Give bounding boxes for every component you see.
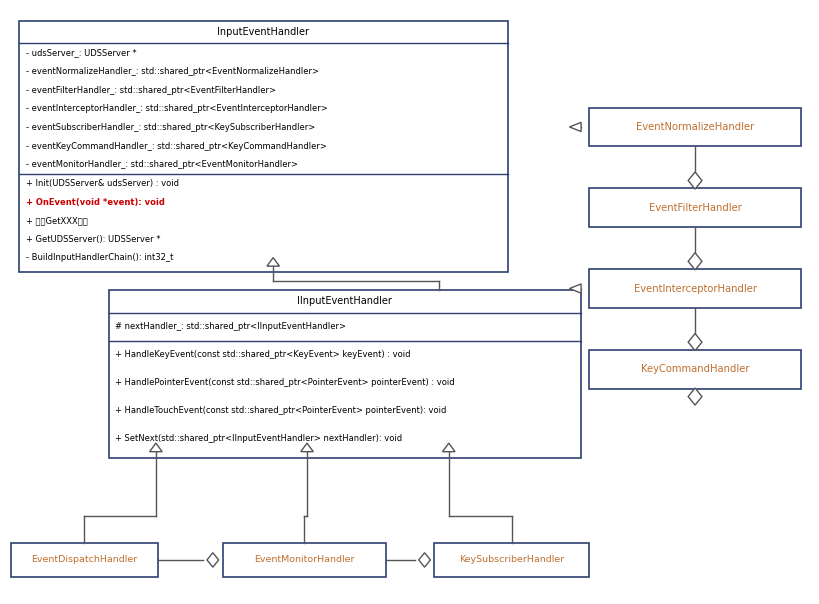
Text: + OnEvent(void *event): void: + OnEvent(void *event): void (25, 198, 165, 207)
Text: + HandlePointerEvent(const std::shared_ptr<PointerEvent> pointerEvent) : void: + HandlePointerEvent(const std::shared_p… (115, 378, 455, 387)
FancyBboxPatch shape (19, 21, 507, 272)
Text: KeyCommandHandler: KeyCommandHandler (640, 364, 749, 374)
FancyBboxPatch shape (109, 290, 581, 458)
Text: - BuildInputHandlerChain(): int32_t: - BuildInputHandlerChain(): int32_t (25, 254, 173, 263)
Text: EventFilterHandler: EventFilterHandler (648, 203, 740, 213)
Text: + HandleTouchEvent(const std::shared_ptr<PointerEvent> pointerEvent): void: + HandleTouchEvent(const std::shared_ptr… (115, 406, 446, 416)
Polygon shape (301, 443, 313, 452)
Text: + HandleKeyEvent(const std::shared_ptr<KeyEvent> keyEvent) : void: + HandleKeyEvent(const std::shared_ptr<K… (115, 350, 410, 359)
Text: - eventNormalizeHandler_: std::shared_ptr<EventNormalizeHandler>: - eventNormalizeHandler_: std::shared_pt… (25, 67, 319, 76)
Text: EventMonitorHandler: EventMonitorHandler (254, 556, 354, 564)
Polygon shape (687, 333, 701, 351)
Text: + GetUDSServer(): UDSServer *: + GetUDSServer(): UDSServer * (25, 235, 160, 244)
Polygon shape (419, 553, 430, 567)
FancyBboxPatch shape (589, 269, 800, 308)
Text: + 各种GetXXX函数: + 各种GetXXX函数 (25, 216, 88, 225)
Text: EventNormalizeHandler: EventNormalizeHandler (636, 122, 753, 132)
Text: # nextHandler_: std::shared_ptr<IInputEventHandler>: # nextHandler_: std::shared_ptr<IInputEv… (115, 323, 346, 331)
FancyBboxPatch shape (589, 350, 800, 389)
Text: EventInterceptorHandler: EventInterceptorHandler (633, 283, 756, 294)
Text: InputEventHandler: InputEventHandler (217, 27, 309, 37)
FancyBboxPatch shape (223, 542, 385, 577)
Text: KeySubscriberHandler: KeySubscriberHandler (459, 556, 563, 564)
Polygon shape (442, 443, 455, 452)
FancyBboxPatch shape (434, 542, 589, 577)
FancyBboxPatch shape (11, 542, 157, 577)
Polygon shape (568, 284, 581, 293)
Text: - udsServer_: UDSServer *: - udsServer_: UDSServer * (25, 48, 136, 57)
Text: - eventInterceptorHandler_: std::shared_ptr<EventInterceptorHandler>: - eventInterceptorHandler_: std::shared_… (25, 104, 327, 114)
Text: - eventSubscriberHandler_: std::shared_ptr<KeySubscriberHandler>: - eventSubscriberHandler_: std::shared_p… (25, 123, 314, 132)
Polygon shape (149, 443, 162, 452)
Polygon shape (687, 172, 701, 189)
Text: IInputEventHandler: IInputEventHandler (297, 297, 391, 306)
Text: - eventFilterHandler_: std::shared_ptr<EventFilterHandler>: - eventFilterHandler_: std::shared_ptr<E… (25, 86, 275, 95)
FancyBboxPatch shape (589, 108, 800, 146)
Text: + SetNext(std::shared_ptr<IInputEventHandler> nextHandler): void: + SetNext(std::shared_ptr<IInputEventHan… (115, 434, 402, 443)
Polygon shape (568, 123, 581, 132)
Text: EventDispatchHandler: EventDispatchHandler (31, 556, 137, 564)
Polygon shape (687, 252, 701, 270)
Text: - eventKeyCommandHandler_: std::shared_ptr<KeyCommandHandler>: - eventKeyCommandHandler_: std::shared_p… (25, 141, 326, 150)
Text: + Init(UDSServer& udsServer) : void: + Init(UDSServer& udsServer) : void (25, 179, 179, 188)
Text: - eventMonitorHandler_: std::shared_ptr<EventMonitorHandler>: - eventMonitorHandler_: std::shared_ptr<… (25, 160, 297, 169)
Polygon shape (687, 388, 701, 405)
FancyBboxPatch shape (589, 188, 800, 227)
Polygon shape (206, 553, 219, 567)
Polygon shape (266, 257, 279, 266)
